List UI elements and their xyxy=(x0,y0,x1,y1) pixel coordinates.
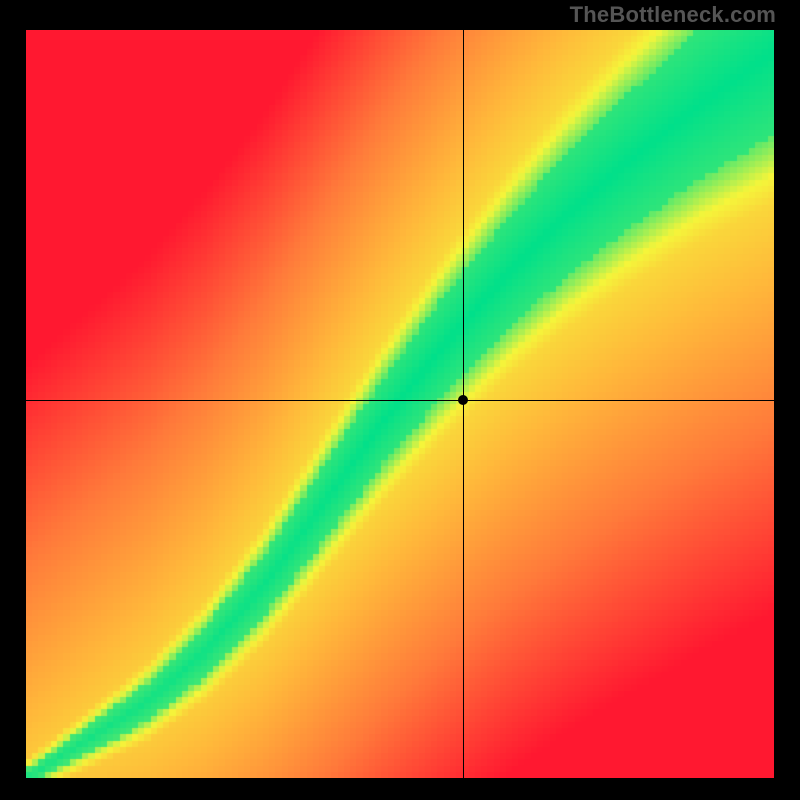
bottleneck-heatmap xyxy=(26,30,774,778)
watermark-text: TheBottleneck.com xyxy=(570,2,776,28)
selection-marker xyxy=(458,395,468,405)
heatmap-canvas xyxy=(26,30,774,778)
chart-container: TheBottleneck.com xyxy=(0,0,800,800)
crosshair-horizontal xyxy=(26,400,774,401)
